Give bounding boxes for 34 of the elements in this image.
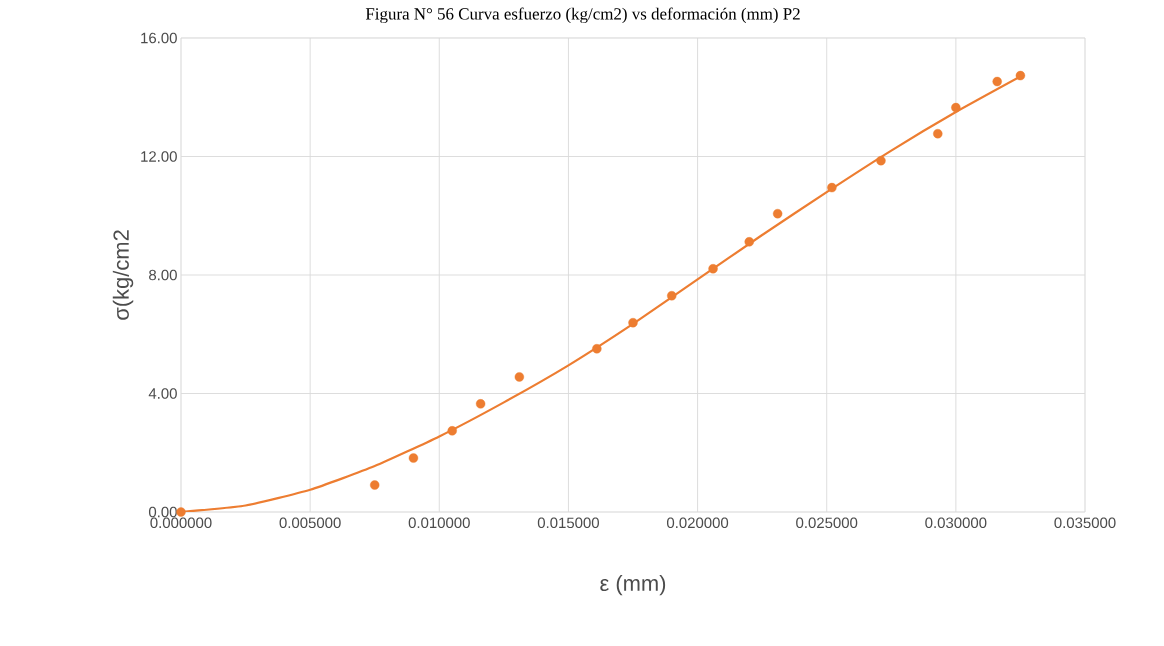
point xyxy=(1015,70,1026,81)
point xyxy=(951,102,961,113)
point xyxy=(475,399,486,409)
point xyxy=(370,480,380,490)
point xyxy=(827,182,837,193)
point xyxy=(708,264,718,274)
point xyxy=(933,128,943,139)
point xyxy=(628,318,638,328)
x-tick-label: 0.000000 xyxy=(150,517,212,529)
chart-title: Figura N° 56 Curva esfuerzo (kg/cm2) vs deformación (mm) P2 xyxy=(365,7,800,24)
y-tick-label: 8.00 xyxy=(149,269,177,281)
point xyxy=(667,291,677,301)
x-tick-label: 0.010000 xyxy=(408,517,470,529)
point xyxy=(992,76,1002,87)
x-tick-label: 0.025000 xyxy=(796,517,858,529)
point xyxy=(514,372,525,382)
y-tick-label: 12.00 xyxy=(141,151,177,162)
point xyxy=(772,208,783,219)
x-tick-label: 0.030000 xyxy=(925,517,987,529)
x-tick-label: 0.005000 xyxy=(279,517,341,529)
x-tick-label: 0.020000 xyxy=(666,517,729,529)
y-axis-title: σ(kg/cm2 xyxy=(112,230,134,320)
y-tick-label: 4.00 xyxy=(148,388,177,399)
y-tick-label: 16.00 xyxy=(141,32,177,44)
x-tick-label: 0.015000 xyxy=(537,517,599,529)
point xyxy=(744,237,754,247)
y-tick-label: 0.00 xyxy=(148,506,177,518)
x-axis-title: ε (mm) xyxy=(600,574,666,596)
point xyxy=(176,507,186,517)
x-tick-label: 0.035000 xyxy=(1054,517,1116,529)
point xyxy=(876,155,886,166)
point xyxy=(447,426,457,436)
point xyxy=(592,344,602,354)
point xyxy=(408,453,419,463)
